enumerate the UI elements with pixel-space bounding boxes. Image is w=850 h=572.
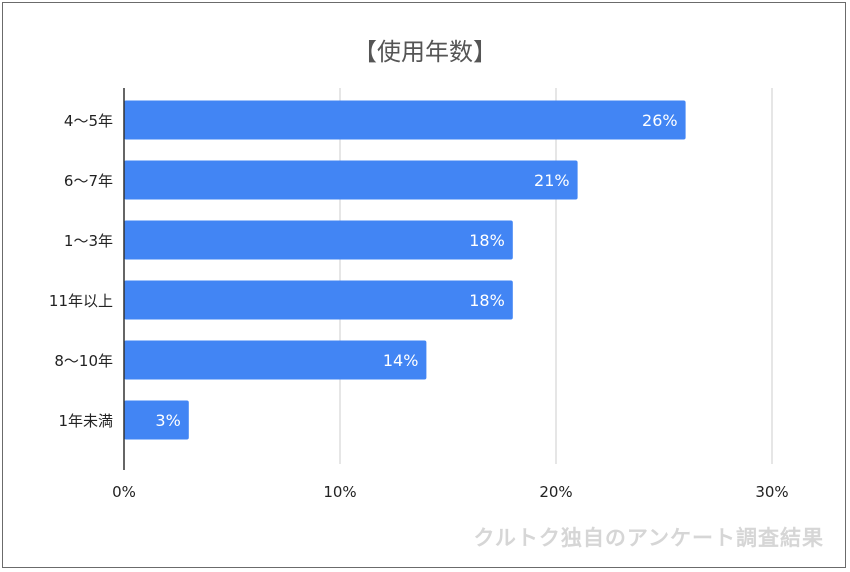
data-label: 18%: [469, 231, 505, 250]
chart-title: 【使用年数】: [353, 38, 497, 66]
watermark-text: クルトク独自のアンケート調査結果: [473, 526, 824, 550]
bar: [124, 280, 513, 320]
bar: [124, 400, 189, 440]
x-tick-label: 20%: [539, 483, 572, 501]
category-label: 11年以上: [49, 292, 113, 310]
data-labels: 26% 21% 18% 18% 14% 3%: [155, 111, 677, 430]
x-tick-label: 0%: [112, 483, 136, 501]
category-label: 8〜10年: [54, 352, 113, 370]
grid-lines: [339, 88, 773, 464]
bars: [124, 100, 686, 440]
data-label: 3%: [155, 411, 180, 430]
data-label: 18%: [469, 291, 505, 310]
bar: [124, 160, 578, 200]
category-label: 6〜7年: [64, 172, 113, 190]
x-tick-label: 10%: [323, 483, 356, 501]
data-label: 26%: [642, 111, 678, 130]
bar: [124, 340, 427, 380]
x-tick-labels: 0% 10% 20% 30%: [112, 483, 789, 501]
category-labels: 4〜5年 6〜7年 1〜3年 11年以上 8〜10年 1年未満: [49, 112, 113, 430]
bar: [124, 100, 686, 140]
bar: [124, 220, 513, 260]
data-label: 21%: [534, 171, 570, 190]
category-label: 1〜3年: [64, 232, 113, 250]
x-tick-label: 30%: [755, 483, 788, 501]
category-label: 4〜5年: [64, 112, 113, 130]
data-label: 14%: [383, 351, 419, 370]
category-label: 1年未満: [58, 412, 113, 430]
